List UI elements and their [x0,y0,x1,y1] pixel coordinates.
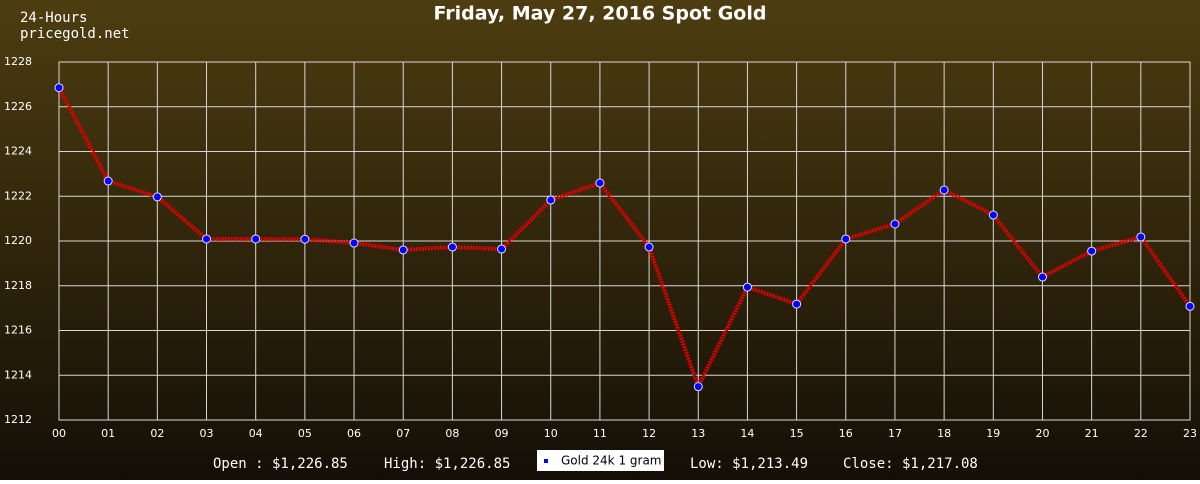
y-tick-label: 1226 [4,100,32,113]
data-point [742,282,752,292]
data-point [103,176,113,186]
data-point [300,234,310,244]
x-tick-label: 06 [347,427,361,440]
x-tick-label: 11 [593,427,607,440]
data-point [152,192,162,202]
data-point [644,242,654,252]
price-stat: Low: $1,213.49 [690,456,808,472]
x-tick-label: 16 [839,427,853,440]
y-tick-label: 1224 [4,145,32,158]
x-tick-label: 12 [642,427,656,440]
subtitle: pricegold.net [20,26,130,42]
price-stat: Open : $1,226.85 [213,456,348,472]
y-tick-label: 1216 [4,324,32,337]
y-tick-label: 1228 [4,55,32,68]
x-tick-label: 05 [298,427,312,440]
data-point [890,219,900,229]
price-stat: Close: $1,217.08 [843,456,978,472]
x-tick-label: 02 [150,427,164,440]
x-tick-label: 22 [1134,427,1148,440]
subtitle: 24-Hours [20,10,87,26]
data-point [398,245,408,255]
data-point [693,382,703,392]
y-tick-label: 1214 [4,368,32,381]
chart-title: Friday, May 27, 2016 Spot Gold [434,3,767,25]
data-point [841,234,851,244]
y-tick-label: 1222 [4,189,32,202]
y-tick-label: 1220 [4,234,32,247]
y-tick-label: 1218 [4,279,32,292]
price-line [57,86,1192,392]
legend: Gold 24k 1 gram [537,450,664,471]
data-point [939,185,949,195]
data-point [595,178,605,188]
y-tick-label: 1212 [4,413,32,426]
x-tick-label: 03 [200,427,214,440]
x-tick-label: 17 [888,427,902,440]
data-point [349,238,359,248]
data-point [497,244,507,254]
x-tick-label: 14 [740,427,754,440]
x-tick-label: 10 [544,427,558,440]
data-point [792,299,802,309]
x-tick-label: 00 [52,427,66,440]
data-point [447,242,457,252]
data-point [1087,246,1097,256]
price-stat: High: $1,226.85 [384,456,510,472]
data-point [54,83,64,93]
data-point [1136,232,1146,242]
x-tick-label: 18 [937,427,951,440]
x-tick-label: 20 [1035,427,1049,440]
x-tick-label: 08 [445,427,459,440]
x-tick-label: 13 [691,427,705,440]
x-tick-label: 23 [1183,427,1197,440]
legend-box [537,450,664,471]
data-point [1185,301,1195,311]
x-tick-label: 15 [790,427,804,440]
x-tick-label: 01 [101,427,115,440]
x-tick-label: 19 [986,427,1000,440]
x-tick-label: 07 [396,427,410,440]
data-point [988,210,998,220]
data-point [251,234,261,244]
data-point [202,234,212,244]
data-point [1037,272,1047,282]
data-point [546,195,556,205]
x-tick-label: 21 [1085,427,1099,440]
legend-swatch [544,459,548,463]
x-tick-label: 04 [249,427,263,440]
x-tick-label: 09 [495,427,509,440]
legend-label: Gold 24k 1 gram [561,454,661,468]
